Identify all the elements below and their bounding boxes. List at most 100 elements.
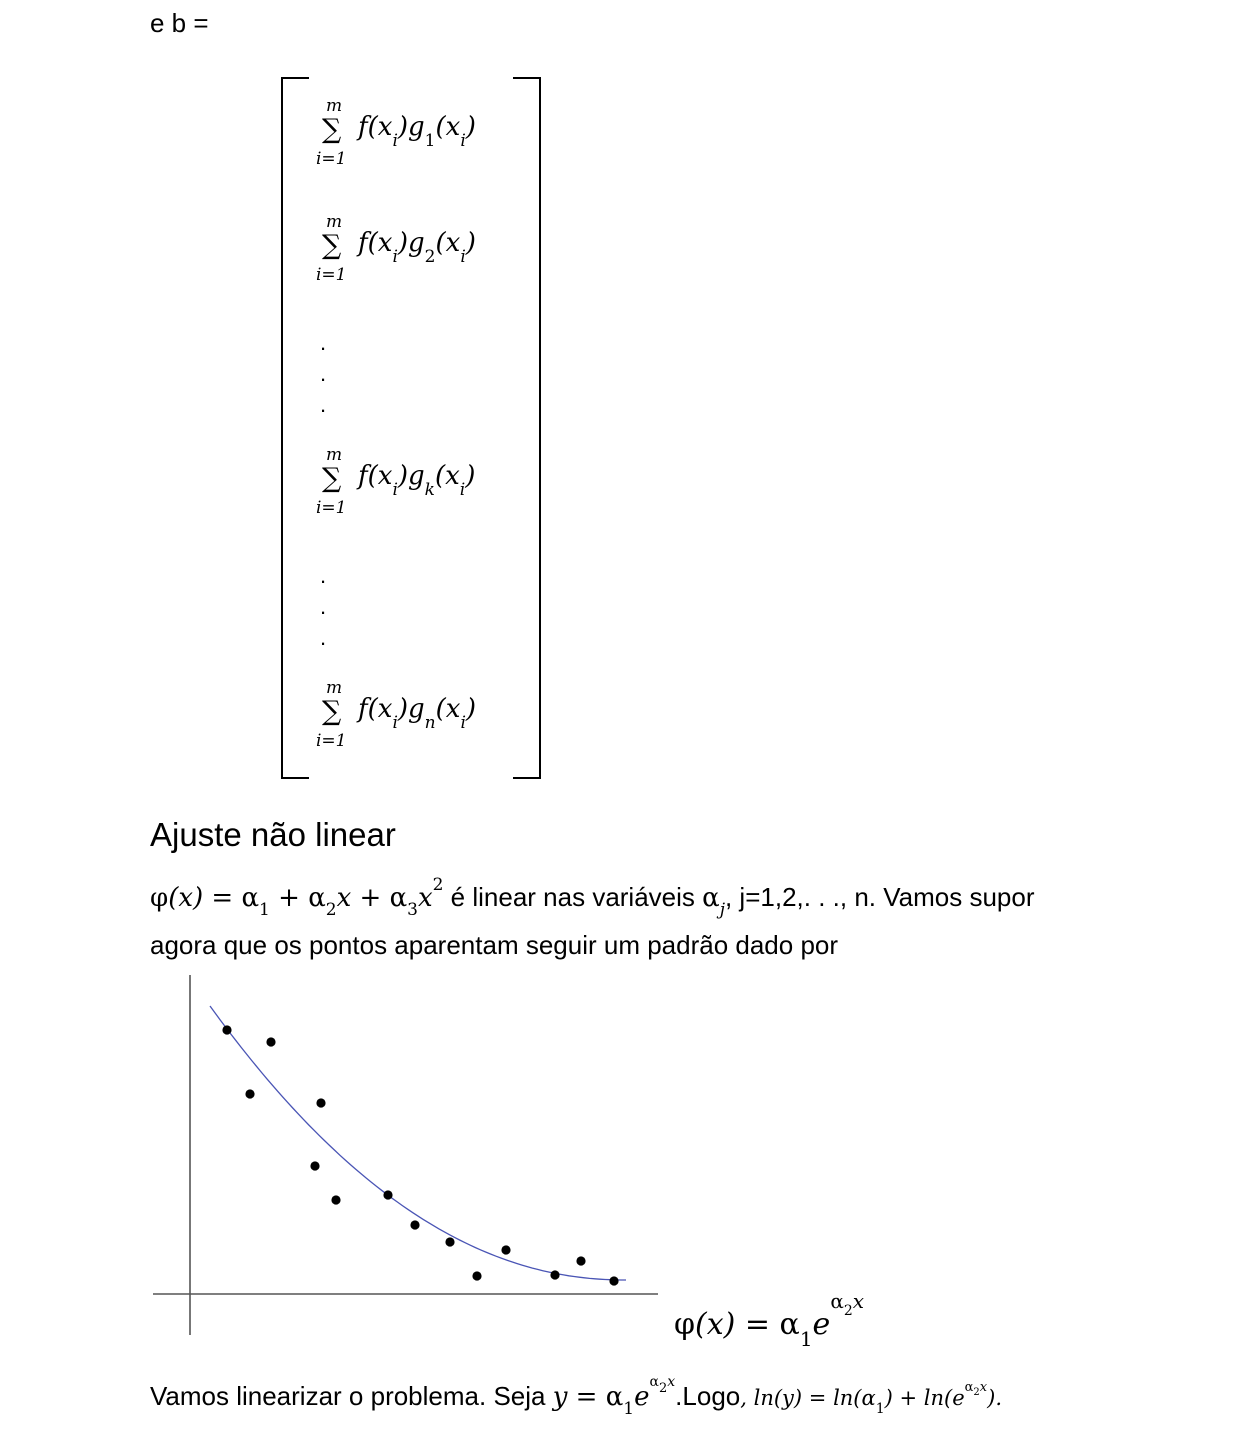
sum-body: f(xi)g2(xi) — [358, 228, 476, 267]
equals-alpha: = α — [203, 883, 260, 913]
term-g-sub: k — [424, 480, 435, 500]
term-f: f(x — [358, 228, 393, 258]
comma: , — [740, 1386, 754, 1410]
vertical-dot: . — [320, 330, 327, 355]
term-f-sub: i — [392, 480, 398, 500]
alpha-1-sub: 1 — [799, 1327, 813, 1351]
term-x: (x — [435, 228, 461, 258]
x-squared-sup: 2 — [432, 875, 444, 895]
paragraph-1-line-1: φ(x) = α1 + α2x + α3x2 é linear nas vari… — [150, 877, 1035, 919]
sum-symbol: ∑ — [322, 230, 342, 261]
figure-formula: φ(x) = α1eα2x — [674, 1291, 864, 1349]
phi-arg: (x) — [168, 883, 204, 913]
term-g: )g — [397, 228, 425, 258]
term-close: ) — [465, 112, 476, 142]
sum-lower-limit: i=1 — [316, 498, 347, 518]
sum-lower-limit: i=1 — [316, 149, 347, 169]
plus-alpha: + α — [351, 883, 408, 913]
term-close: ) — [465, 694, 477, 724]
term-g: )g — [397, 461, 425, 491]
term-x-sub: i — [459, 480, 466, 500]
data-points — [222, 1025, 619, 1286]
sum-upper-limit: m — [326, 96, 343, 116]
phi-arg: (x) — [695, 1307, 736, 1342]
sum-body: f(xi)g1(xi) — [358, 112, 476, 151]
exp-alpha: α — [830, 1289, 844, 1313]
alpha-2-sub: 2 — [325, 900, 337, 920]
exp-x: x — [852, 1289, 865, 1313]
euler-e: e — [812, 1307, 831, 1342]
var-y: y — [552, 1382, 568, 1412]
sum-symbol: ∑ — [322, 114, 342, 145]
vertical-dot: . — [320, 625, 327, 650]
plus-alpha: + α — [269, 883, 326, 913]
ln-alpha: ln(α — [833, 1386, 876, 1410]
vertical-dot: . — [320, 594, 327, 619]
sum-symbol: ∑ — [322, 463, 342, 494]
ln-e: ln(e — [923, 1386, 965, 1410]
term-x-sub: i — [460, 131, 466, 151]
exp-alpha-sub: 2 — [973, 1387, 980, 1398]
data-point — [410, 1220, 420, 1230]
matrix-left-bracket — [281, 77, 309, 779]
exp-alpha: α — [964, 1380, 974, 1395]
sum-body: f(xi)gn(xi) — [358, 694, 477, 733]
data-point — [550, 1270, 560, 1280]
term-close: ) — [465, 228, 476, 258]
data-point — [609, 1276, 619, 1286]
term-x: (x — [435, 694, 461, 724]
exponential-fit-figure — [153, 975, 658, 1335]
data-point — [245, 1089, 255, 1099]
alpha-j: α — [702, 883, 720, 913]
var-x: x — [417, 883, 433, 913]
term-g: )g — [397, 112, 425, 142]
alpha-1-sub: 1 — [623, 1399, 635, 1419]
var-x: x — [336, 883, 352, 913]
alpha-1-sub: 1 — [259, 900, 270, 920]
data-point — [222, 1025, 232, 1035]
euler-e: e — [634, 1382, 650, 1412]
data-point — [576, 1256, 586, 1266]
sum-symbol: ∑ — [322, 696, 342, 727]
data-point — [501, 1245, 511, 1255]
data-point — [266, 1037, 276, 1047]
vertical-dot: . — [320, 361, 327, 386]
fit-curve — [209, 1005, 626, 1281]
exponent: α2x — [830, 1289, 865, 1318]
paragraph-text: é linear nas variáveis — [443, 882, 703, 912]
vertical-dot: . — [320, 563, 327, 588]
close-paren: ). — [987, 1386, 1003, 1410]
equals-alpha: = α — [567, 1382, 624, 1412]
matrix-right-bracket — [513, 77, 541, 779]
term-x-sub: i — [460, 247, 466, 267]
term-x: (x — [435, 112, 461, 142]
data-point — [331, 1195, 341, 1205]
sum-lower-limit: i=1 — [316, 265, 347, 285]
exp-x: x — [979, 1380, 988, 1395]
data-point — [316, 1098, 326, 1108]
exponent: α2x — [964, 1379, 988, 1398]
plus: + — [892, 1386, 924, 1410]
matrix-entry: m ∑ i=1 f(xi)g1(xi) — [316, 96, 516, 169]
vertical-dot: . — [320, 392, 327, 417]
alpha-3-sub: 3 — [407, 900, 418, 920]
ln-y: ln(y) — [753, 1386, 803, 1410]
matrix-entry: m ∑ i=1 f(xi)g2(xi) — [316, 212, 516, 285]
close-paren: ) — [884, 1386, 893, 1410]
matrix-entry: m ∑ i=1 f(xi)gk(xi) — [316, 445, 516, 518]
exp-alpha-sub: 2 — [658, 1381, 668, 1396]
term-g-sub: 1 — [424, 131, 436, 151]
equals-alpha: = α — [735, 1307, 800, 1342]
term-g: )g — [397, 694, 425, 724]
sum-upper-limit: m — [326, 445, 343, 465]
exp-alpha-sub: 2 — [843, 1303, 853, 1319]
paragraph-text: , j=1,2,. . ., n. Vamos supor — [724, 882, 1035, 912]
intro-text: e b = — [150, 8, 209, 38]
alpha-1-sub: 1 — [875, 1401, 885, 1417]
data-point — [383, 1190, 393, 1200]
sum-upper-limit: m — [326, 678, 343, 698]
phi-symbol: φ — [674, 1307, 696, 1342]
exponent: α2x — [649, 1373, 676, 1395]
exp-alpha: α — [649, 1374, 659, 1390]
term-x: (x — [434, 461, 460, 491]
